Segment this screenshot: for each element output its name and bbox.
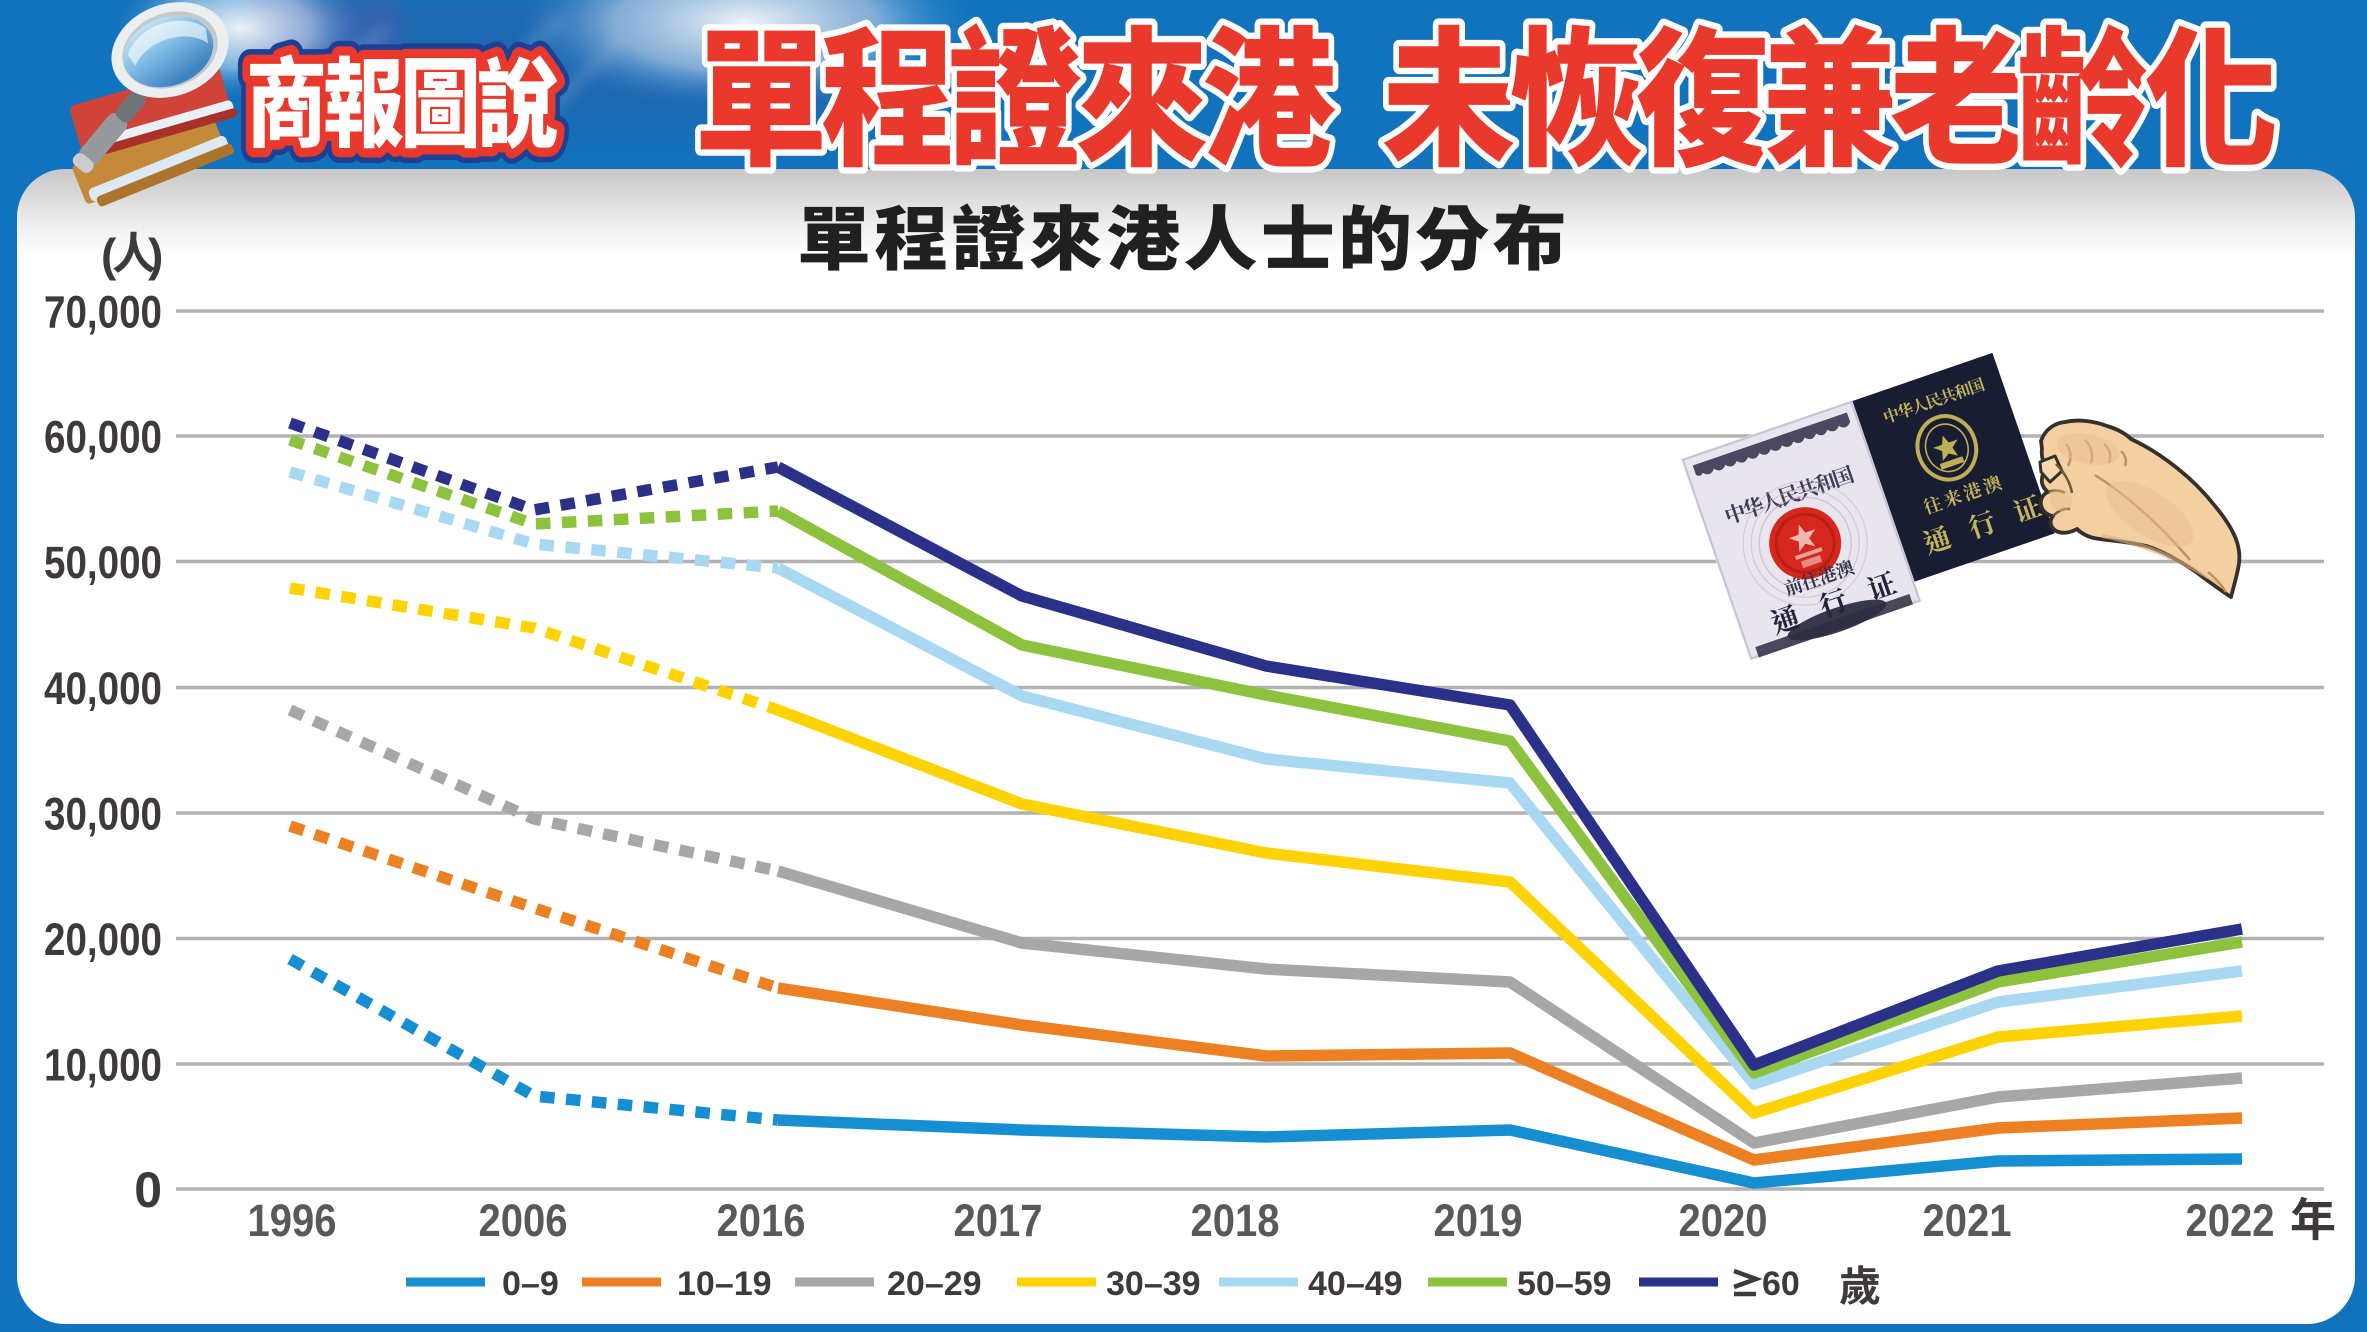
svg-text:60: 60 — [1762, 1265, 1800, 1303]
svg-text:): ) — [148, 229, 163, 281]
svg-text:20–29: 20–29 — [887, 1265, 982, 1303]
svg-text:0–9: 0–9 — [502, 1265, 559, 1303]
svg-text:30–39: 30–39 — [1106, 1265, 1201, 1303]
svg-text:20,000: 20,000 — [44, 914, 162, 965]
svg-text:2018: 2018 — [1191, 1195, 1280, 1246]
svg-text:2017: 2017 — [954, 1195, 1043, 1246]
svg-text:(: ( — [101, 229, 117, 281]
svg-text:2016: 2016 — [717, 1195, 806, 1246]
svg-text:2019: 2019 — [1434, 1195, 1523, 1246]
svg-text:40–49: 40–49 — [1308, 1265, 1403, 1303]
svg-text:70,000: 70,000 — [44, 287, 162, 338]
svg-text:2022: 2022 — [2186, 1195, 2275, 1246]
svg-text:2021: 2021 — [1923, 1195, 2012, 1246]
svg-text:1996: 1996 — [248, 1195, 337, 1246]
svg-text:2006: 2006 — [479, 1195, 568, 1246]
svg-text:0: 0 — [134, 1162, 162, 1218]
svg-text:50,000: 50,000 — [44, 537, 162, 588]
svg-text:2020: 2020 — [1679, 1195, 1768, 1246]
svg-text:50–59: 50–59 — [1517, 1265, 1612, 1303]
svg-text:10–19: 10–19 — [677, 1265, 772, 1303]
svg-text:30,000: 30,000 — [44, 789, 162, 840]
svg-text:40,000: 40,000 — [44, 663, 162, 714]
svg-text:60,000: 60,000 — [44, 412, 162, 463]
svg-text:10,000: 10,000 — [44, 1040, 162, 1091]
